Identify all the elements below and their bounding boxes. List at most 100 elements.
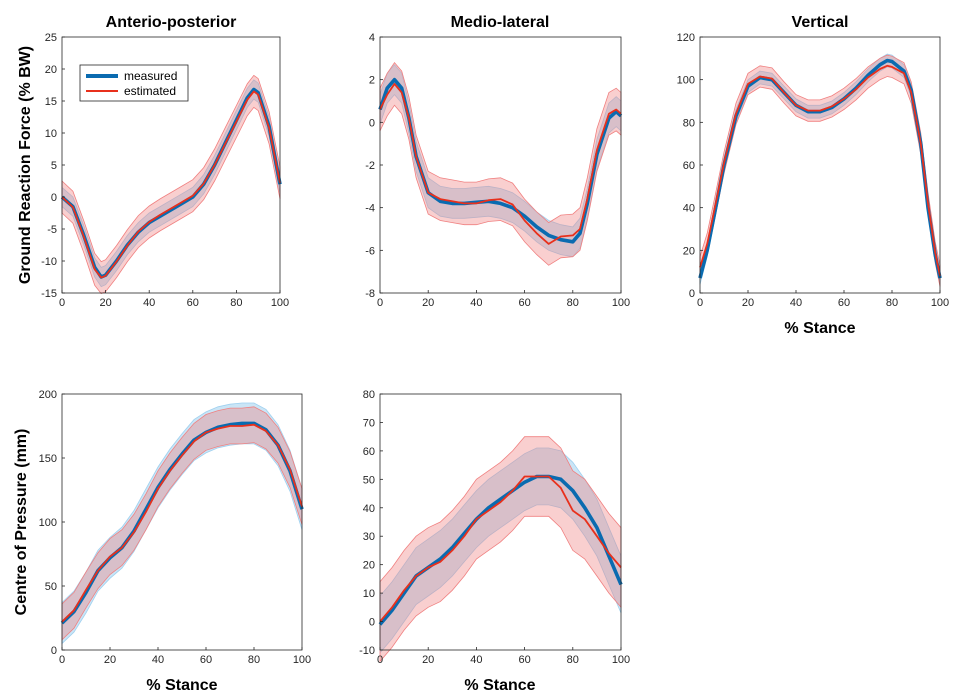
y-tick-label: 120 [677,32,695,44]
y-axis-label: Centre of Pressure (mm) [13,429,30,616]
x-tick-label: 60 [200,654,212,666]
y-tick-label: 100 [677,75,695,87]
x-axis-label: % Stance [464,677,535,694]
band-estimated [379,436,622,663]
y-tick-label: 100 [39,517,57,529]
y-tick-label: 10 [363,588,375,600]
x-tick-label: 20 [422,297,434,309]
panel-title: Medio-lateral [451,14,550,31]
y-tick-label: 80 [363,389,375,401]
y-tick-label: 80 [683,117,695,129]
band-layer [379,61,622,266]
x-tick-label: 40 [470,654,482,666]
series-line-measured [698,58,942,279]
x-tick-label: 80 [567,654,579,666]
x-tick-label: 0 [697,297,703,309]
x-tick-label: 0 [59,297,65,309]
x-tick-label: 100 [612,297,630,309]
y-tick-label: -8 [365,288,375,300]
y-tick-label: 150 [39,453,57,465]
series-line-estimated [379,83,622,245]
panel-title: Vertical [792,14,849,31]
x-tick-label: 100 [271,297,289,309]
y-axis-label: Ground Reaction Force (% BW) [17,46,34,284]
y-tick-label: 70 [363,417,375,429]
band-layer [61,402,303,645]
band-estimated [379,61,622,266]
band-layer [379,436,622,663]
panel-title: Anterio-posterior [106,14,237,31]
y-tick-label: 60 [683,160,695,172]
series-line-measured [60,87,282,279]
line-layer [60,87,282,279]
series-line-measured [60,421,304,625]
x-tick-label: 0 [377,297,383,309]
y-tick-label: -2 [365,160,375,172]
axes-box [379,393,622,651]
y-tick-label: 10 [45,128,57,140]
x-tick-label: 40 [152,654,164,666]
x-tick-label: 80 [230,297,242,309]
x-tick-label: 40 [470,297,482,309]
y-tick-label: -5 [47,224,57,236]
y-tick-label: 0 [689,288,695,300]
tick-layer: 0 20 40 60 80 100 0 50 100 150 200 [39,389,312,666]
tick-layer: 0 20 40 60 80 100 -15 -10 -5 0 5 10 15 20 25 [41,32,289,309]
legend-estimated-label: estimated [124,84,176,98]
y-tick-label: -10 [359,645,375,657]
x-tick-label: 60 [518,297,530,309]
series-line-estimated [699,64,941,277]
tick-layer: 0 20 40 60 80 100 -8 -6 -4 -2 0 2 4 [365,32,630,309]
y-tick-label: 40 [363,503,375,515]
x-tick-label: 80 [248,654,260,666]
line-layer [60,421,304,625]
legend-box [79,64,189,102]
band-layer [61,74,281,295]
y-tick-label: 0 [369,617,375,629]
legend-measured-label: measured [124,69,177,83]
y-tick-label: -6 [365,245,375,257]
x-tick-label: 20 [104,654,116,666]
y-tick-label: 2 [369,75,375,87]
x-tick-label: 40 [143,297,155,309]
y-tick-label: 50 [45,581,57,593]
x-tick-label: 60 [187,297,199,309]
y-tick-label: -10 [41,256,57,268]
y-tick-label: -4 [365,203,375,215]
x-tick-label: 20 [742,297,754,309]
band-measured [699,53,941,285]
y-tick-label: 50 [363,474,375,486]
y-tick-label: 0 [51,192,57,204]
x-tick-label: 80 [886,297,898,309]
series-line-estimated [379,475,622,623]
y-tick-label: 15 [45,96,57,108]
y-tick-label: -15 [41,288,57,300]
panel-medio-lateral: Medio-lateral 0 20 40 60 80 100 -8 -6 -4 -2 0 2 4 [365,14,630,309]
x-tick-label: 40 [790,297,802,309]
line-layer [378,474,623,626]
panel-vertical: Vertical 0 20 40 60 80 100 0 20 40 60 80 100 120 % S… [677,14,950,337]
x-axis-label: % Stance [784,320,855,337]
band-estimated [61,74,281,295]
y-tick-label: 200 [39,389,57,401]
legend: measured estimated [79,64,189,102]
y-tick-label: 0 [51,645,57,657]
x-axis-label: % Stance [146,677,217,694]
line-layer [698,58,942,279]
x-tick-label: 100 [931,297,949,309]
y-tick-label: 20 [363,560,375,572]
panel-cop-1: 0 20 40 60 80 100 0 50 100 150 200 Centre of Press… [13,389,311,694]
y-tick-label: 40 [683,203,695,215]
x-tick-label: 20 [422,654,434,666]
x-tick-label: 100 [293,654,311,666]
y-tick-label: 20 [45,64,57,76]
x-tick-label: 0 [377,654,383,666]
x-tick-label: 60 [838,297,850,309]
y-tick-label: 5 [51,160,57,172]
panel-anterio-posterior: Anterio-posterior 0 20 40 60 80 100 -15 -10 -5 0 5… [17,14,289,309]
y-tick-label: 20 [683,245,695,257]
series-line-estimated [61,90,281,279]
y-tick-label: 0 [369,117,375,129]
